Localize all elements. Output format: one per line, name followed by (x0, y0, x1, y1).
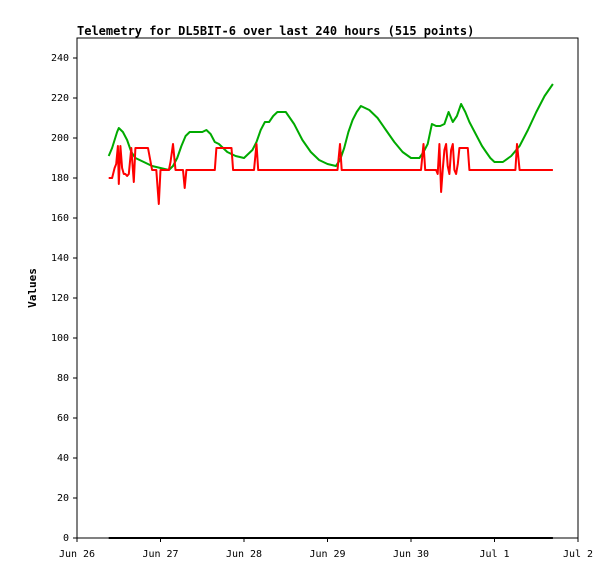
y-tick-label: 100 (51, 333, 69, 344)
x-axis: Jun 26 Jun 27 Jun 28 Jun 29 Jun 30 Jul 1 Jul 2 (59, 538, 593, 560)
x-tick-label: Jun 29 (309, 549, 345, 560)
y-tick-label: 200 (51, 133, 69, 144)
y-tick-label: 240 (51, 53, 69, 64)
y-tick-label: 120 (51, 293, 69, 304)
y-tick-label: 60 (57, 413, 69, 424)
y-tick-label: 180 (51, 173, 69, 184)
x-tick-label: Jul 2 (563, 549, 593, 560)
x-tick-label: Jul 1 (479, 549, 509, 560)
y-axis: 0 20 40 60 80 100 120 140 160 180 200 220 240 (51, 53, 77, 544)
y-tick-label: 160 (51, 213, 69, 224)
series-group (107, 83, 554, 539)
x-tick-label: Jun 28 (226, 549, 262, 560)
chart-title: Telemetry for DL5BIT-6 over last 240 hou… (77, 24, 474, 38)
y-tick-label: 0 (63, 533, 69, 544)
y-tick-label: 20 (57, 493, 69, 504)
x-tick-label: Jun 27 (142, 549, 178, 560)
y-tick-label: 80 (57, 373, 69, 384)
plot-area (76, 37, 579, 539)
x-tick-label: Jun 30 (393, 549, 429, 560)
series-line-2 (108, 143, 553, 205)
y-tick-label: 140 (51, 253, 69, 264)
x-tick-label: Jun 26 (59, 549, 95, 560)
y-tick-label: 220 (51, 93, 69, 104)
series-line-1 (107, 83, 554, 171)
y-tick-label: 40 (57, 453, 69, 464)
y-axis-label: Values (26, 268, 39, 308)
